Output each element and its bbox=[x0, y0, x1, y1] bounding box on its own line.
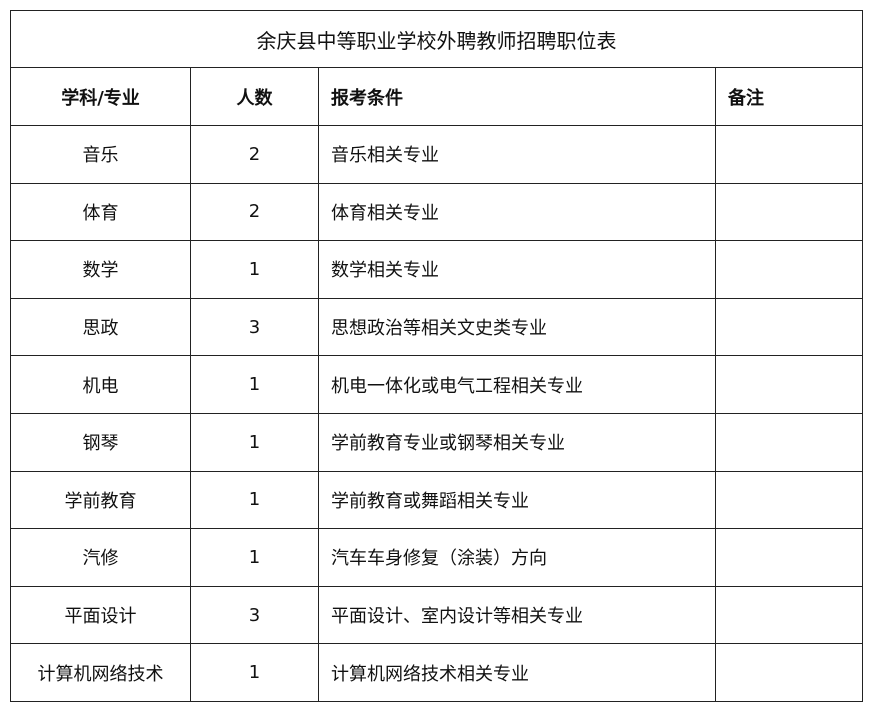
table-cell: 机电 bbox=[10, 355, 191, 414]
table-cell: 数学相关专业 bbox=[318, 240, 716, 299]
position-table: 余庆县中等职业学校外聘教师招聘职位表 学科/专业 人数 报考条件 备注 音乐 2 音乐相关… bbox=[10, 10, 863, 702]
table-cell bbox=[715, 297, 863, 357]
table-cell: 1 bbox=[190, 528, 319, 587]
table-cell: 思想政治等相关文史类专业 bbox=[318, 297, 716, 357]
column-header: 学科/专业 bbox=[10, 67, 191, 126]
table-cell: 1 bbox=[190, 355, 319, 414]
column-header: 人数 bbox=[190, 67, 319, 126]
table-row: 汽修 1 汽车车身修复（涂装）方向 bbox=[10, 528, 863, 587]
column-header: 备注 bbox=[715, 67, 863, 126]
table-row: 数学 1 数学相关专业 bbox=[10, 240, 863, 299]
table-row: 平面设计 3 平面设计、室内设计等相关专业 bbox=[10, 585, 863, 645]
table-row: 机电 1 机电一体化或电气工程相关专业 bbox=[10, 355, 863, 414]
table-cell: 1 bbox=[190, 240, 319, 299]
table-row: 思政 3 思想政治等相关文史类专业 bbox=[10, 297, 863, 357]
table-cell: 2 bbox=[190, 125, 319, 184]
table-row: 学前教育 1 学前教育或舞蹈相关专业 bbox=[10, 470, 863, 530]
table-cell: 学前教育 bbox=[10, 470, 191, 530]
table-cell bbox=[715, 412, 863, 472]
table-cell bbox=[715, 643, 863, 702]
table-cell: 计算机网络技术相关专业 bbox=[318, 643, 716, 702]
table-cell: 体育 bbox=[10, 182, 191, 242]
table-cell: 3 bbox=[190, 297, 319, 357]
table-cell: 机电一体化或电气工程相关专业 bbox=[318, 355, 716, 414]
table-cell: 计算机网络技术 bbox=[10, 643, 191, 702]
table-title: 余庆县中等职业学校外聘教师招聘职位表 bbox=[10, 10, 863, 68]
column-header: 报考条件 bbox=[318, 67, 716, 126]
table-cell: 体育相关专业 bbox=[318, 182, 716, 242]
table-cell: 1 bbox=[190, 643, 319, 702]
table-row: 计算机网络技术 1 计算机网络技术相关专业 bbox=[10, 643, 863, 702]
table-cell: 钢琴 bbox=[10, 412, 191, 472]
table-cell bbox=[715, 240, 863, 299]
table-cell bbox=[715, 182, 863, 242]
table-cell: 思政 bbox=[10, 297, 191, 357]
table-cell: 汽修 bbox=[10, 528, 191, 587]
table-cell bbox=[715, 355, 863, 414]
table-cell bbox=[715, 528, 863, 587]
table-cell: 1 bbox=[190, 412, 319, 472]
table-cell: 音乐相关专业 bbox=[318, 125, 716, 184]
table-cell: 数学 bbox=[10, 240, 191, 299]
table-cell: 音乐 bbox=[10, 125, 191, 184]
table-cell: 平面设计 bbox=[10, 585, 191, 645]
table-cell: 平面设计、室内设计等相关专业 bbox=[318, 585, 716, 645]
table-cell bbox=[715, 585, 863, 645]
table-cell: 2 bbox=[190, 182, 319, 242]
table-cell bbox=[715, 470, 863, 530]
table-cell: 3 bbox=[190, 585, 319, 645]
table-cell: 1 bbox=[190, 470, 319, 530]
table-row: 钢琴 1 学前教育专业或钢琴相关专业 bbox=[10, 412, 863, 472]
table-row: 音乐 2 音乐相关专业 bbox=[10, 125, 863, 184]
table-cell: 学前教育专业或钢琴相关专业 bbox=[318, 412, 716, 472]
table-row: 体育 2 体育相关专业 bbox=[10, 182, 863, 242]
table-cell: 学前教育或舞蹈相关专业 bbox=[318, 470, 716, 530]
table-cell bbox=[715, 125, 863, 184]
table-cell: 汽车车身修复（涂装）方向 bbox=[318, 528, 716, 587]
